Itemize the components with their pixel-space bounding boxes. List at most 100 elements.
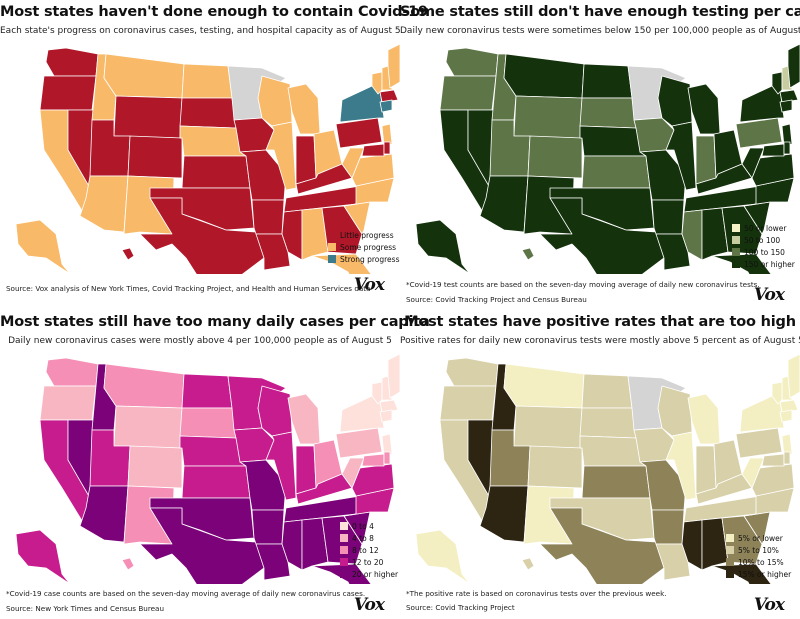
legend-label: 8 to 12	[352, 545, 379, 555]
state-hi	[521, 557, 535, 571]
state-pa	[735, 427, 783, 459]
state-co	[127, 445, 183, 489]
state-me	[787, 353, 800, 399]
state-in	[695, 135, 717, 185]
state-de	[383, 451, 391, 465]
legend-item: 4 to 8	[340, 532, 398, 544]
legend-item: 50 or lower	[732, 222, 795, 234]
state-in	[295, 135, 317, 185]
legend-item: 8 to 12	[340, 544, 398, 556]
state-al	[701, 207, 729, 261]
legend-item: 12 to 20	[340, 556, 398, 568]
state-wi	[657, 385, 693, 437]
vox-logo: Vox	[753, 595, 785, 615]
state-wi	[257, 385, 293, 437]
state-nd	[181, 63, 233, 99]
legend-label: 150 or higher	[744, 259, 795, 269]
panel-subtitle: Daily new coronavirus cases were mostly …	[8, 336, 392, 346]
legend-swatch	[340, 522, 348, 530]
state-pa	[735, 117, 783, 149]
legend: 0 to 4 4 to 8 8 to 12 12 to 20 20 or higher	[340, 520, 398, 580]
us-map	[15, 43, 400, 274]
panel-cases: Most states still have too many daily ca…	[0, 310, 430, 619]
legend-swatch	[340, 570, 348, 578]
legend: Little progress Some progress Strong progr…	[328, 229, 399, 265]
legend-label: 50 to 100	[744, 235, 781, 245]
legend-label: 50 or lower	[744, 223, 787, 233]
state-ct	[379, 409, 393, 423]
state-al	[701, 517, 729, 571]
state-wi	[657, 75, 693, 127]
state-wa	[445, 357, 499, 387]
legend-label: Strong progress	[340, 254, 400, 264]
state-mt	[503, 363, 585, 409]
state-me	[787, 43, 800, 89]
state-ga	[321, 205, 363, 255]
state-ct	[779, 99, 793, 113]
state-hi	[121, 247, 135, 261]
panel-title: Most states haven't done enough to conta…	[0, 4, 428, 20]
us-map	[415, 353, 800, 584]
state-in	[295, 445, 317, 495]
state-ms	[681, 519, 703, 571]
state-or	[39, 385, 97, 421]
panel-subtitle: Positive rates for daily new coronavirus…	[400, 336, 800, 346]
legend-swatch	[340, 558, 348, 566]
state-wv	[341, 457, 365, 489]
state-ma	[379, 89, 399, 103]
vox-logo: Vox	[353, 275, 385, 295]
state-wv	[741, 147, 765, 179]
legend-swatch	[340, 534, 348, 542]
state-ak	[15, 219, 71, 274]
legend-label: 5% to 10%	[738, 545, 779, 555]
legend-item: 50 to 100	[732, 234, 795, 246]
state-wy	[113, 95, 183, 139]
state-al	[301, 207, 329, 261]
legend-swatch	[732, 236, 740, 244]
footnote: *Covid-19 case counts are based on the s…	[6, 589, 366, 598]
source-note: Source: Vox analysis of New York Times, …	[6, 284, 371, 293]
state-co	[127, 135, 183, 179]
state-mt	[103, 363, 185, 409]
legend-swatch	[726, 546, 734, 554]
legend: 5% or lower 5% to 10% 10% to 15% 15% or hig…	[726, 532, 791, 580]
state-or	[439, 75, 497, 111]
legend-label: 10% to 15%	[738, 557, 784, 567]
panel-subtitle: Each state's progress on coronavirus cas…	[0, 26, 401, 36]
state-de	[383, 141, 391, 155]
vox-logo: Vox	[353, 595, 385, 615]
legend-label: 0 to 4	[352, 521, 374, 531]
state-wy	[113, 405, 183, 449]
panel-positivity: Most states have positive rates that are…	[400, 310, 800, 619]
state-me	[387, 353, 400, 399]
legend-label: 15% or higher	[738, 569, 792, 579]
legend-label: 4 to 8	[352, 533, 374, 543]
state-tx	[539, 507, 665, 584]
state-wy	[513, 95, 583, 139]
source-note: Source: New York Times and Census Bureau	[6, 604, 165, 613]
state-mi	[287, 393, 321, 445]
legend-item: 5% or lower	[726, 532, 791, 544]
state-tx	[139, 197, 265, 274]
state-ak	[415, 219, 471, 274]
state-ak	[15, 529, 71, 584]
legend-swatch	[328, 255, 336, 263]
state-md	[761, 453, 785, 467]
state-sd	[179, 407, 237, 439]
state-mt	[503, 53, 585, 99]
state-ct	[779, 409, 793, 423]
state-md	[361, 143, 385, 157]
state-wa	[45, 357, 99, 387]
legend-swatch	[726, 534, 734, 542]
vox-logo: Vox	[753, 285, 785, 305]
legend-item: 10% to 15%	[726, 556, 791, 568]
state-pa	[335, 117, 383, 149]
state-wv	[741, 457, 765, 489]
state-ms	[281, 519, 303, 571]
legend-item: 5% to 10%	[726, 544, 791, 556]
legend-item: 100 to 150	[732, 246, 795, 258]
state-ar	[251, 199, 285, 235]
state-ks	[181, 155, 251, 189]
legend-label: Little progress	[340, 230, 394, 240]
legend-swatch	[732, 260, 740, 268]
